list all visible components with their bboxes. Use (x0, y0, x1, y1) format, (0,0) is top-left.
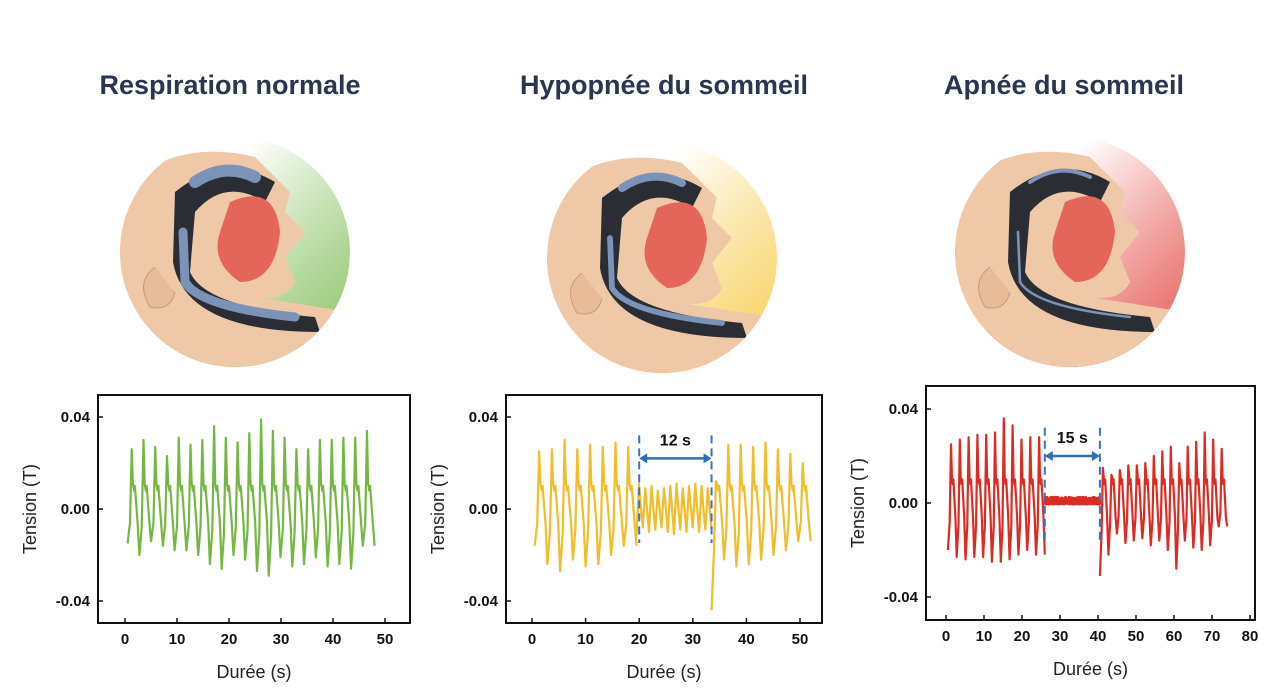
y-tick-label: -0.04 (56, 593, 91, 610)
x-tick-label: 20 (1014, 628, 1031, 645)
y-tick-label: 0.00 (889, 495, 918, 512)
x-tick-label: 70 (1204, 628, 1221, 645)
x-axis-label: Durée (s) (1053, 659, 1128, 679)
y-axis-label: Tension (T) (20, 464, 40, 554)
signal-segment (1100, 433, 1227, 576)
y-tick-label: 0.04 (61, 409, 91, 426)
x-tick-label: 30 (684, 631, 701, 648)
y-tick-label: 0.00 (469, 501, 498, 518)
y-axis-label: Tension (T) (848, 458, 868, 548)
signal-segment (637, 484, 712, 537)
duration-label: 12 s (660, 432, 691, 449)
infographic: Respiration normale Hypopnée du sommeil … (0, 0, 1280, 693)
signal-segment (712, 442, 811, 610)
signal-segment (948, 418, 1045, 561)
x-tick-label: 0 (528, 631, 536, 648)
x-tick-label: 10 (169, 631, 186, 648)
y-axis-label: Tension (T) (428, 464, 448, 554)
x-tick-label: 0 (121, 631, 129, 648)
y-tick-label: -0.04 (884, 589, 919, 606)
y-tick-label: -0.04 (464, 593, 499, 610)
x-tick-label: 50 (377, 631, 394, 648)
x-tick-label: 30 (273, 631, 290, 648)
plot-frame (506, 395, 822, 623)
x-tick-label: 40 (1090, 628, 1107, 645)
y-tick-label: 0.04 (469, 409, 499, 426)
x-tick-label: 50 (1128, 628, 1145, 645)
y-tick-label: 0.00 (61, 501, 90, 518)
x-tick-label: 10 (577, 631, 594, 648)
x-tick-label: 0 (942, 628, 950, 645)
chart-1: 0 10 20 30 40 50 0.04 0.00 -0.04 Durée (s) Tension… (428, 395, 822, 682)
x-tick-label: 80 (1242, 628, 1259, 645)
y-tick-label: 0.04 (889, 401, 919, 418)
x-axis-label: Durée (s) (626, 662, 701, 682)
duration-label: 15 s (1057, 430, 1088, 447)
x-tick-label: 30 (1052, 628, 1069, 645)
x-tick-label: 40 (325, 631, 342, 648)
chart-2: 0 10 20 30 40 50 60 70 80 0.04 0.00 -0.04 Durée (s) T… (848, 386, 1258, 679)
x-tick-label: 60 (1166, 628, 1183, 645)
x-tick-label: 10 (976, 628, 993, 645)
signal-segment-flat (1045, 496, 1100, 505)
signal-segment (128, 419, 375, 575)
chart-0: 0 10 20 30 40 50 0.04 0.00 -0.04 Durée (s) Tension… (20, 395, 410, 682)
x-tick-label: 20 (221, 631, 238, 648)
x-axis-label: Durée (s) (216, 662, 291, 682)
charts: 0 10 20 30 40 50 0.04 0.00 -0.04 Durée (s) Tension… (0, 0, 1280, 693)
x-tick-label: 50 (792, 631, 809, 648)
x-tick-label: 20 (631, 631, 648, 648)
signal-segment (535, 440, 637, 571)
x-tick-label: 40 (738, 631, 755, 648)
